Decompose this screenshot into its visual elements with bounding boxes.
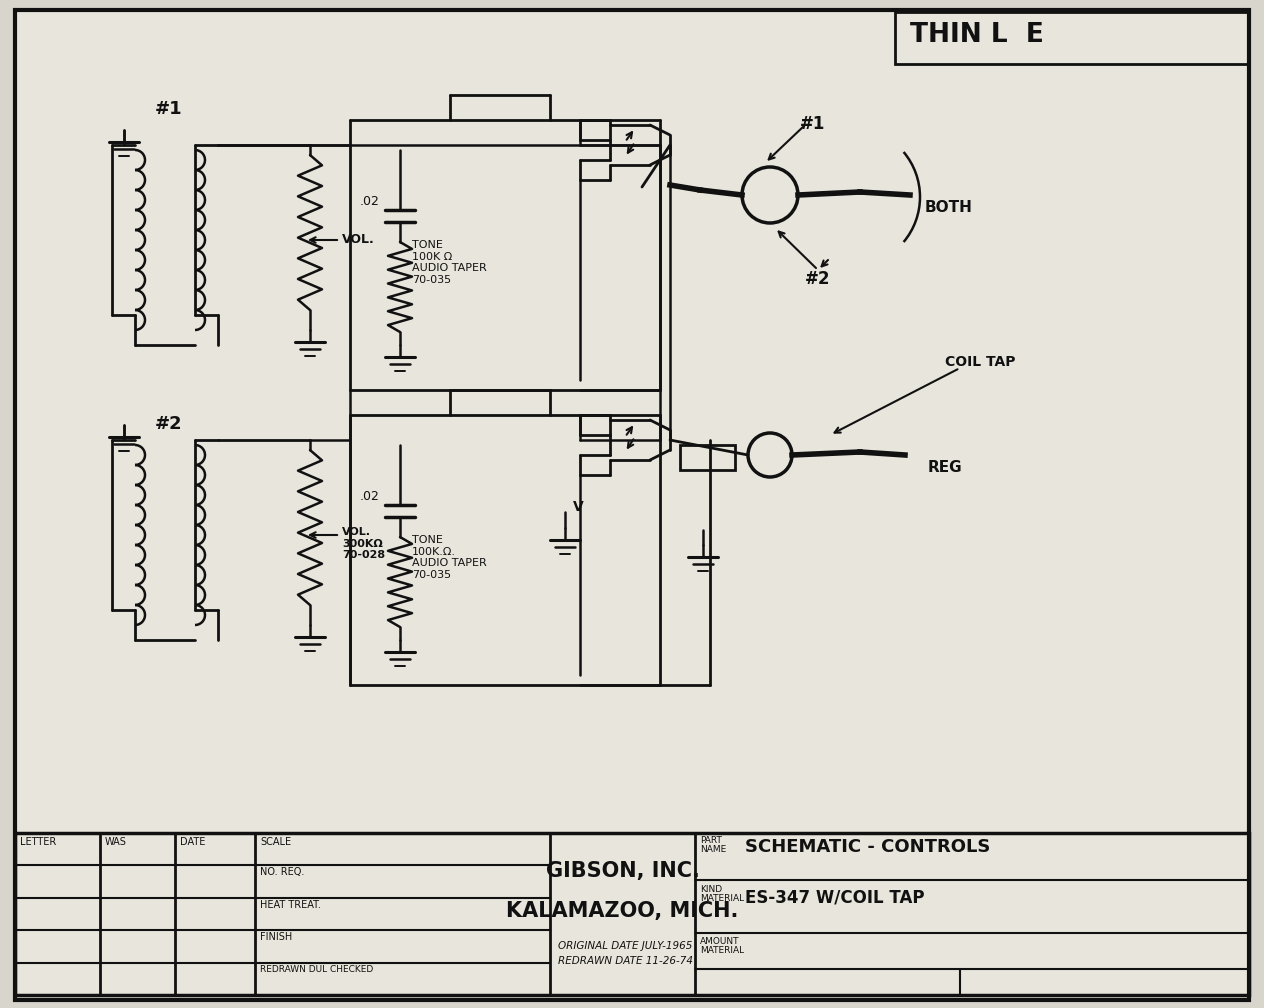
Text: COIL TAP: COIL TAP	[945, 355, 1015, 369]
Text: VOL.: VOL.	[343, 233, 374, 246]
Text: MATERIAL: MATERIAL	[700, 894, 744, 903]
Text: VOL.
300KΩ
70-028: VOL. 300KΩ 70-028	[343, 527, 386, 560]
Text: ES-347 W/COIL TAP: ES-347 W/COIL TAP	[744, 888, 924, 906]
Text: KALAMAZOO, MICH.: KALAMAZOO, MICH.	[507, 901, 738, 921]
Text: #2: #2	[805, 270, 830, 288]
Text: BOTH: BOTH	[925, 200, 973, 215]
Text: GIBSON, INC.: GIBSON, INC.	[546, 861, 699, 881]
Text: NAME: NAME	[700, 845, 727, 854]
Text: #1: #1	[800, 115, 825, 133]
Text: TONE
100K Ω
AUDIO TAPER
70-035: TONE 100K Ω AUDIO TAPER 70-035	[412, 240, 487, 285]
Text: REG: REG	[928, 460, 963, 475]
Text: NO. REQ.: NO. REQ.	[260, 868, 305, 877]
Text: REDRAWN DATE 11-26-74: REDRAWN DATE 11-26-74	[557, 956, 693, 966]
Text: HEAT TREAT.: HEAT TREAT.	[260, 900, 321, 910]
Text: LETTER: LETTER	[20, 837, 57, 847]
Text: SCALE: SCALE	[260, 837, 291, 847]
Text: FINISH: FINISH	[260, 932, 292, 942]
Text: #2: #2	[155, 415, 182, 433]
Text: #1: #1	[155, 100, 182, 118]
Text: THIN L  E: THIN L E	[910, 22, 1044, 48]
Text: WAS: WAS	[105, 837, 126, 847]
Text: .02: .02	[360, 195, 380, 208]
Text: V: V	[573, 500, 584, 514]
Text: TONE
100K.Ω.
AUDIO TAPER
70-035: TONE 100K.Ω. AUDIO TAPER 70-035	[412, 535, 487, 580]
Text: AMOUNT: AMOUNT	[700, 937, 739, 946]
Bar	[15, 833, 1249, 995]
Text: REDRAWN DUL CHECKED: REDRAWN DUL CHECKED	[260, 965, 373, 974]
Text: KIND: KIND	[700, 885, 722, 894]
Text: .02: .02	[360, 490, 380, 503]
Text: PART: PART	[700, 836, 722, 845]
Text: MATERIAL: MATERIAL	[700, 946, 744, 955]
Bar	[680, 445, 734, 470]
Text: DATE: DATE	[179, 837, 205, 847]
Text: SCHEMATIC - CONTROLS: SCHEMATIC - CONTROLS	[744, 838, 991, 856]
Bar	[895, 12, 1249, 64]
Text: ORIGINAL DATE JULY-1965: ORIGINAL DATE JULY-1965	[557, 941, 693, 951]
